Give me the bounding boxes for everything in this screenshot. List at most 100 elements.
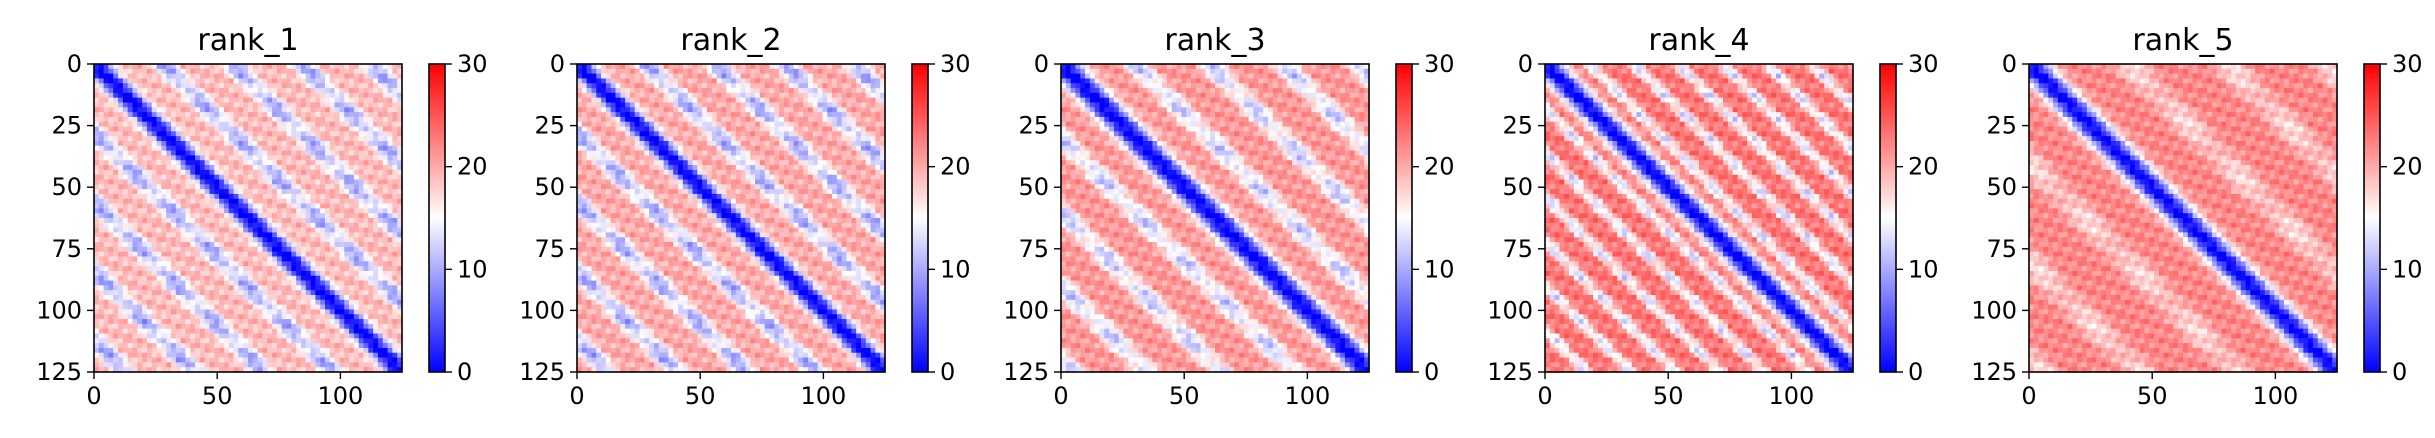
heatmap-cell: [171, 261, 177, 267]
heatmap-cell: [315, 290, 321, 296]
heatmap-cell: [243, 232, 249, 238]
heatmap-cell: [339, 280, 345, 286]
heatmap-cell: [358, 83, 365, 89]
heatmap-cell: [291, 218, 297, 224]
heatmap-cell: [219, 338, 225, 344]
heatmap-cell: [315, 343, 321, 349]
heatmap-cell: [339, 179, 345, 185]
heatmap-cell: [142, 270, 148, 277]
heatmap-cell: [98, 314, 105, 320]
heatmap-cell: [682, 107, 689, 113]
heatmap-cell: [252, 246, 259, 253]
heatmap-cell: [103, 203, 110, 209]
heatmap-cell: [281, 88, 288, 94]
heatmap-cell: [368, 367, 374, 373]
heatmap-cell: [209, 246, 215, 253]
heatmap-cell: [214, 83, 220, 89]
heatmap-cell: [185, 232, 191, 238]
heatmap-cell: [692, 97, 698, 104]
heatmap-cell: [142, 126, 148, 132]
heatmap-cell: [257, 174, 264, 181]
heatmap-cell: [137, 251, 143, 258]
heatmap-cell: [382, 237, 389, 243]
heatmap-cell: [329, 92, 336, 99]
heatmap-cell: [702, 107, 708, 113]
heatmap-cell: [137, 189, 143, 195]
heatmap-cell: [142, 92, 148, 99]
heatmap-cell: [706, 102, 713, 108]
heatmap-cell: [180, 256, 187, 262]
heatmap-cell: [291, 285, 297, 291]
heatmap-cell: [286, 357, 292, 363]
heatmap-cell: [334, 251, 341, 258]
heatmap-cell: [382, 88, 389, 94]
heatmap-cell: [267, 299, 273, 306]
heatmap-cell: [257, 319, 264, 325]
heatmap-cell: [286, 126, 292, 132]
heatmap-cell: [199, 290, 206, 296]
heatmap-cell: [300, 179, 307, 185]
heatmap-cell: [329, 246, 336, 253]
heatmap-cell: [353, 165, 360, 171]
heatmap-cell: [262, 64, 268, 70]
heatmap-cell: [252, 145, 259, 152]
heatmap-cell: [204, 309, 211, 315]
heatmap-cell: [267, 352, 273, 359]
heatmap-cell: [325, 73, 331, 80]
heatmap-cell: [387, 309, 393, 315]
heatmap-cell: [98, 323, 105, 330]
heatmap-cell: [195, 343, 201, 349]
heatmap-cell: [166, 352, 172, 359]
heatmap-cell: [180, 102, 187, 108]
heatmap-cell: [209, 242, 215, 248]
heatmap-cell: [243, 68, 249, 75]
heatmap-cell: [846, 83, 852, 89]
heatmap-cell: [267, 169, 273, 176]
heatmap-cell: [397, 347, 403, 354]
heatmap-cell: [339, 270, 345, 277]
heatmap-cell: [300, 222, 307, 229]
heatmap-cell: [272, 227, 278, 234]
heatmap-cell: [238, 251, 244, 258]
heatmap-cell: [875, 73, 881, 80]
heatmap-cell: [329, 218, 336, 224]
heatmap-cell: [233, 184, 239, 190]
heatmap-cell: [358, 88, 365, 94]
heatmap-cell: [663, 102, 670, 108]
heatmap-cell: [392, 270, 398, 277]
heatmap-cell: [209, 136, 215, 142]
heatmap-cell: [272, 362, 278, 368]
heatmap-cell: [243, 222, 249, 229]
heatmap-cell: [233, 251, 239, 258]
heatmap-cell: [344, 208, 350, 214]
heatmap-cell: [851, 102, 857, 108]
heatmap-cell: [214, 242, 220, 248]
heatmap-cell: [392, 237, 398, 243]
heatmap-cell: [171, 165, 177, 171]
heatmap-cell: [639, 126, 645, 132]
heatmap-cell: [180, 116, 187, 123]
heatmap-cell: [199, 357, 206, 363]
heatmap-cell: [276, 121, 283, 128]
heatmap-cell: [305, 169, 312, 176]
heatmap-cell: [267, 131, 273, 137]
heatmap-cell: [759, 92, 766, 99]
heatmap-cell: [329, 270, 336, 277]
heatmap-cell: [166, 261, 172, 267]
heatmap-cell: [98, 246, 105, 253]
heatmap-cell: [199, 266, 206, 272]
heatmap-cell: [156, 112, 162, 118]
heatmap-cell: [132, 227, 138, 234]
heatmap-cell: [185, 102, 191, 108]
heatmap-cell: [305, 285, 312, 291]
heatmap-cell: [387, 126, 393, 132]
heatmap-cell: [233, 242, 239, 248]
heatmap-cell: [137, 218, 143, 224]
heatmap-cell: [377, 193, 384, 200]
heatmap-cell: [296, 126, 302, 132]
heatmap-cell: [219, 314, 225, 320]
heatmap-cell: [262, 107, 268, 113]
heatmap-cell: [132, 179, 138, 185]
heatmap-cell: [171, 198, 177, 205]
heatmap-cell: [171, 112, 177, 118]
